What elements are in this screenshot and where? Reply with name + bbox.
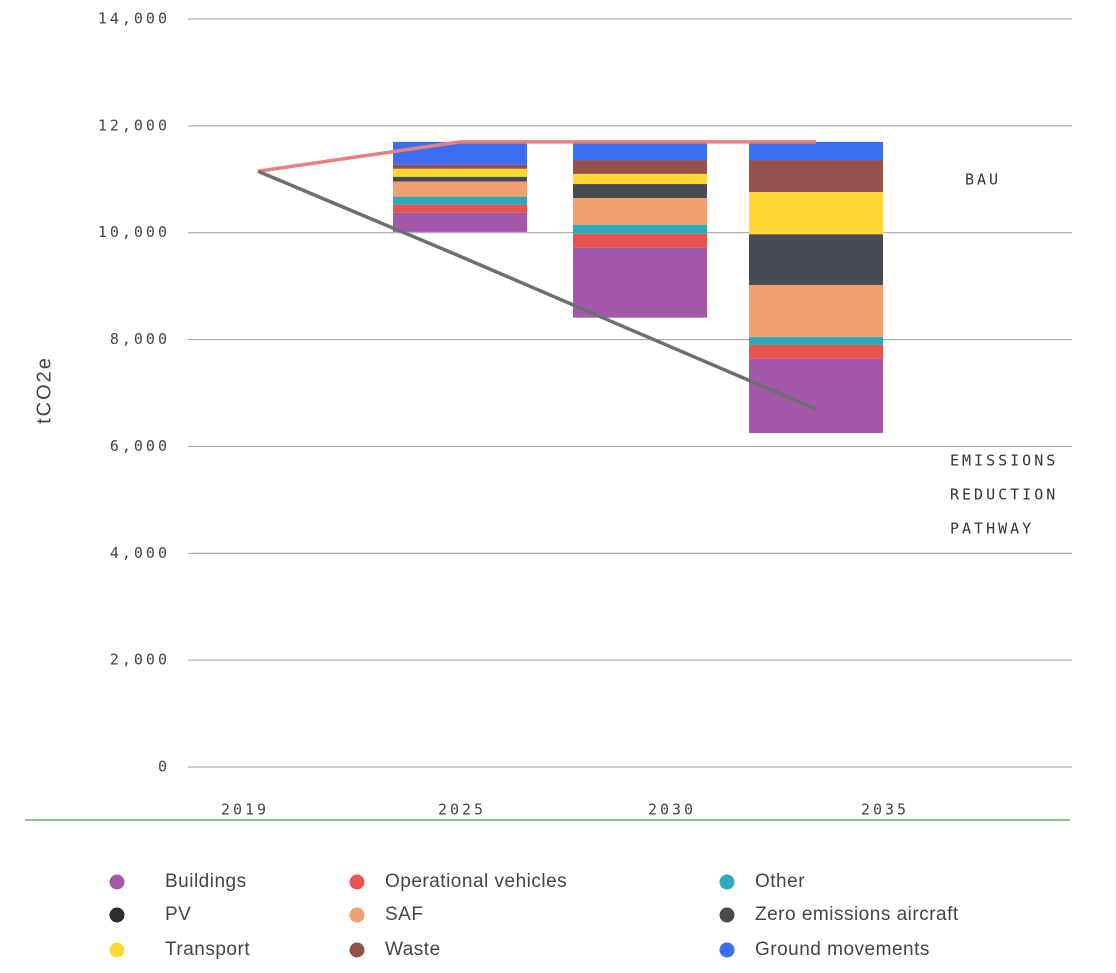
bar-segment bbox=[393, 212, 527, 232]
bar-segment bbox=[393, 181, 527, 197]
legend-marker bbox=[349, 874, 365, 890]
bar-segment bbox=[749, 192, 883, 235]
legend-marker bbox=[109, 874, 125, 890]
legend-marker bbox=[349, 907, 365, 923]
legend-label: Ground movements bbox=[755, 939, 930, 960]
legend-marker bbox=[719, 874, 735, 890]
y-tick-label: 14,000 bbox=[98, 10, 170, 28]
line-label: REDUCTION bbox=[950, 486, 1058, 504]
bar-segment bbox=[573, 224, 707, 234]
y-tick-label: 6,000 bbox=[110, 437, 170, 455]
y-tick-label: 2,000 bbox=[110, 651, 170, 669]
x-tick-label: 2025 bbox=[438, 801, 486, 819]
bar-segment bbox=[749, 141, 883, 161]
legend-marker bbox=[109, 907, 125, 923]
legend-label: PV bbox=[165, 904, 191, 925]
legend-label: SAF bbox=[385, 904, 423, 925]
bar-segment bbox=[393, 141, 527, 165]
line-label: PATHWAY bbox=[950, 520, 1034, 538]
x-tick-label: 2019 bbox=[221, 801, 269, 819]
line-label: BAU bbox=[965, 171, 1001, 189]
bar-segment bbox=[749, 358, 883, 434]
bar-segment bbox=[573, 247, 707, 318]
legend-label: Transport bbox=[165, 939, 250, 960]
bar-segment bbox=[393, 168, 527, 177]
bar-segment bbox=[573, 197, 707, 225]
bar-segment bbox=[573, 184, 707, 198]
legend-marker bbox=[719, 942, 735, 958]
bar-segment bbox=[393, 164, 527, 169]
line bbox=[257, 140, 816, 174]
y-tick-label: 10,000 bbox=[98, 223, 170, 241]
line bbox=[257, 169, 817, 411]
y-axis-label: tCO2e bbox=[33, 356, 55, 424]
bar-segment bbox=[573, 173, 707, 185]
bar-segment bbox=[393, 204, 527, 213]
bar-segment bbox=[573, 141, 707, 161]
legend-label: Buildings bbox=[165, 871, 247, 892]
legend-label: Operational vehicles bbox=[385, 871, 567, 892]
y-tick-label: 4,000 bbox=[110, 544, 170, 562]
x-tick-label: 2030 bbox=[648, 801, 696, 819]
y-tick-label: 8,000 bbox=[110, 330, 170, 348]
legend-marker bbox=[719, 907, 735, 923]
bar-segment bbox=[749, 234, 883, 286]
legend-label: Zero emissions aircraft bbox=[755, 904, 959, 925]
bar-segment bbox=[749, 285, 883, 337]
line-label: EMISSIONS bbox=[950, 452, 1058, 470]
bar-segment bbox=[749, 344, 883, 359]
y-tick-label: 0 bbox=[158, 758, 170, 776]
bar-segment bbox=[573, 233, 707, 248]
bar-segment bbox=[749, 336, 883, 345]
legend-label: Waste bbox=[385, 939, 441, 960]
bar-segment bbox=[749, 160, 883, 193]
x-tick-label: 2035 bbox=[861, 801, 909, 819]
legend-label: Other bbox=[755, 871, 805, 892]
legend-marker bbox=[109, 942, 125, 958]
bar-segment bbox=[393, 196, 527, 205]
bar-segment bbox=[573, 160, 707, 174]
bar-segment bbox=[393, 176, 527, 182]
legend-marker bbox=[349, 942, 365, 958]
y-tick-label: 12,000 bbox=[98, 116, 170, 134]
